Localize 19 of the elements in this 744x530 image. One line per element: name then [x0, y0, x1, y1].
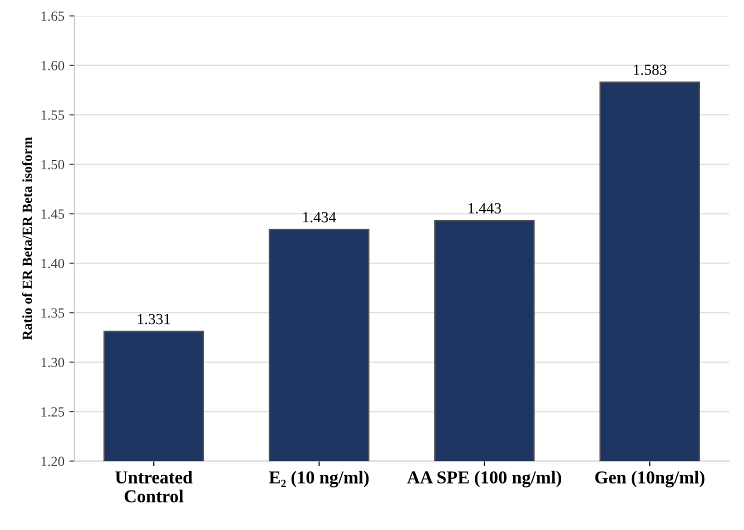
- data-label: 1.443: [468, 203, 502, 214]
- y-tick-label: 1.20: [42, 456, 64, 466]
- data-label: 1.331: [138, 314, 170, 324]
- data-label: 1.434: [303, 212, 336, 222]
- y-tick-label: 1.25: [42, 407, 64, 417]
- y-tick-label: 1.55: [42, 110, 64, 120]
- x-tick-label: AA SPE (100 ng/ml): [407, 470, 562, 488]
- y-tick-label: 1.50: [42, 160, 64, 170]
- y-axis-title: Ratio of ER Beta/ER Beta isoform: [22, 137, 32, 340]
- y-tick-label: 1.30: [42, 358, 64, 368]
- y-tick-label: 1.40: [42, 258, 64, 268]
- x-tick-label: Untreated Control: [115, 470, 193, 502]
- y-tick-label: 1.65: [42, 12, 64, 21]
- x-tick-label: Gen (10ng/ml): [595, 470, 704, 488]
- data-label: 1.583: [634, 64, 666, 75]
- y-tick-label: 1.60: [42, 60, 64, 70]
- y-tick-label: 1.35: [42, 308, 64, 318]
- y-tick-label: 1.45: [42, 209, 64, 219]
- x-tick-label: E₂ (10 ng/ml): [269, 470, 369, 488]
